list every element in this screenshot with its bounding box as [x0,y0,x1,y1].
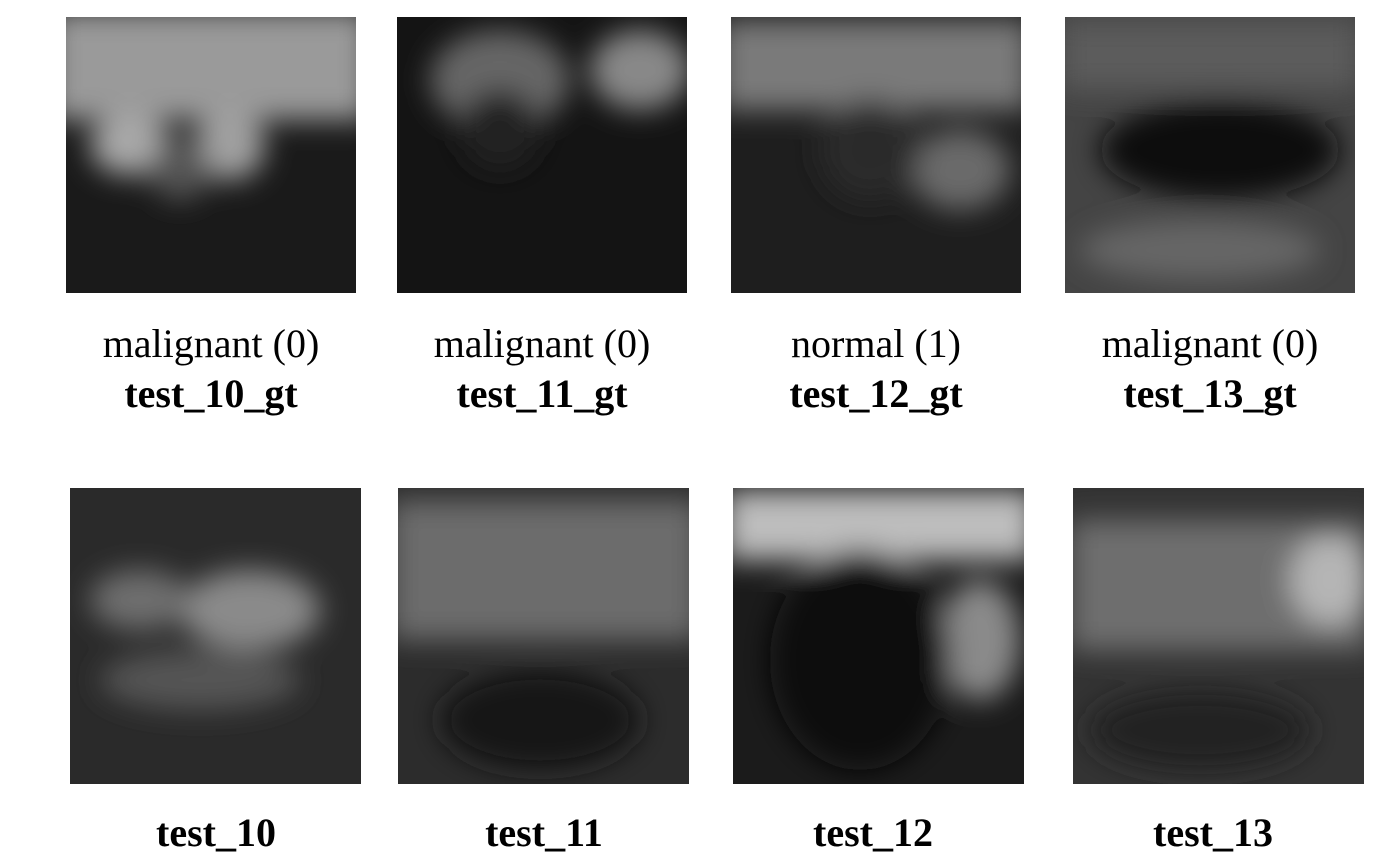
image [1073,488,1364,784]
class-label: malignant (0) [1102,321,1319,366]
image [70,488,361,784]
image-title: test_13_gt [1123,371,1297,416]
image-title: test_10_gt [124,371,298,416]
image [398,488,689,784]
image-title: test_12_gt [789,371,963,416]
image-title: test_11 [485,810,603,853]
image [1065,17,1355,293]
image [731,17,1021,293]
image-title: test_13 [1153,810,1273,853]
class-label: malignant (0) [103,321,320,366]
class-label: normal (1) [791,321,961,366]
image [733,488,1024,784]
class-label: malignant (0) [434,321,651,366]
image [66,17,356,293]
image-title: test_10 [156,810,276,853]
image-title: test_12 [813,810,933,853]
image [397,17,687,293]
image-title: test_11_gt [456,371,628,416]
